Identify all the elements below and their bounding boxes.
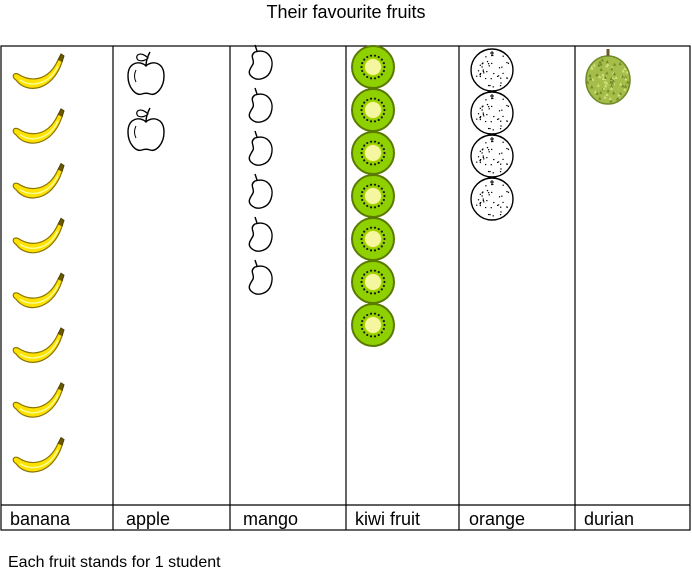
column-banana: banana xyxy=(10,53,71,529)
banana-icon xyxy=(12,53,65,89)
apple-icon xyxy=(127,51,165,95)
banana-icon xyxy=(12,382,65,418)
category-label-banana: banana xyxy=(10,509,71,529)
banana-icon xyxy=(12,436,65,473)
column-kiwi-fruit: kiwi fruit xyxy=(351,45,420,529)
kiwi-icon xyxy=(351,45,395,89)
kiwi-icon xyxy=(351,88,395,132)
orange-icon xyxy=(470,177,514,221)
banana-icon xyxy=(12,162,65,199)
mango-icon xyxy=(248,130,273,166)
banana-icon xyxy=(12,272,65,309)
column-mango: mango xyxy=(243,44,298,529)
chart-key-note: Each fruit stands for 1 student xyxy=(8,554,221,571)
category-label-durian: durian xyxy=(584,509,634,529)
kiwi-icon xyxy=(351,303,395,347)
kiwi-icon xyxy=(351,260,395,304)
mango-icon xyxy=(248,87,273,123)
banana-icon xyxy=(12,327,65,363)
chart-title: Their favourite fruits xyxy=(266,2,426,22)
chart-grid xyxy=(0,45,691,531)
kiwi-icon xyxy=(351,131,395,175)
durian-icon xyxy=(585,49,631,105)
orange-icon xyxy=(470,91,514,135)
category-label-mango: mango xyxy=(243,509,298,529)
category-label-orange: orange xyxy=(469,509,525,529)
banana-icon xyxy=(12,108,65,144)
mango-icon xyxy=(248,216,273,252)
kiwi-icon xyxy=(351,174,395,218)
orange-icon xyxy=(470,48,514,92)
orange-icon xyxy=(470,134,514,178)
mango-icon xyxy=(248,44,273,80)
column-orange: orange xyxy=(469,48,525,529)
column-durian: durian xyxy=(584,49,634,529)
category-label-apple: apple xyxy=(126,509,170,529)
kiwi-icon xyxy=(351,217,395,261)
banana-icon xyxy=(12,217,65,254)
mango-icon xyxy=(248,259,273,295)
apple-icon xyxy=(127,107,165,151)
mango-icon xyxy=(248,173,273,209)
category-label-kiwi-fruit: kiwi fruit xyxy=(355,509,420,529)
column-apple: apple xyxy=(126,51,170,529)
